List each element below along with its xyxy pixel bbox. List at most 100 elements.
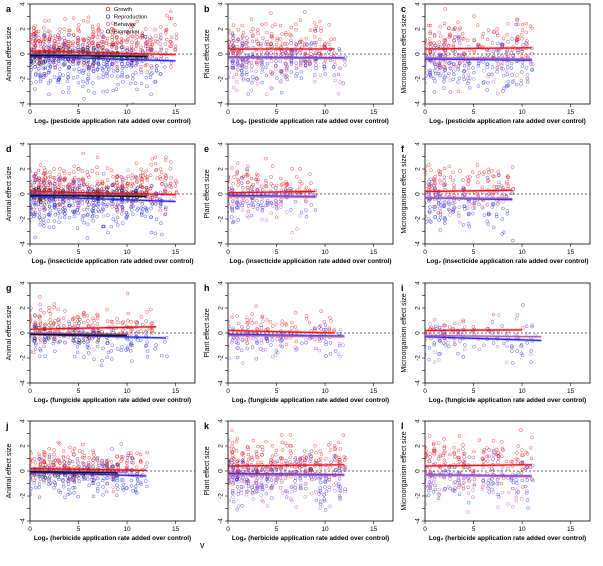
- panel-letter: c: [401, 4, 406, 14]
- x-tick-label: 15: [370, 109, 378, 116]
- y-tick-label: 2: [20, 167, 27, 171]
- x-tick-label: 0: [423, 109, 427, 116]
- y-tick-label: 2: [415, 306, 422, 310]
- y-tick-label: -4: [218, 241, 225, 247]
- y-tick-label: 0: [218, 331, 225, 335]
- x-axis-label: Log₂ (pesticide application rate added o…: [34, 118, 191, 125]
- y-axis-label: Animal effect size: [6, 306, 13, 361]
- x-tick-label: 0: [423, 249, 427, 256]
- x-tick-label: 15: [567, 109, 575, 116]
- x-axis-label: Log₂ (pesticide application rate added o…: [429, 118, 586, 125]
- panel-letter: d: [6, 144, 12, 154]
- y-tick-label: -4: [415, 241, 422, 247]
- x-axis-label: Log₂ (fungicide application rate added o…: [429, 397, 586, 404]
- y-tick-label: 4: [20, 419, 27, 423]
- y-tick-label: 4: [20, 2, 27, 6]
- y-axis-label: Animal effect size: [6, 167, 13, 222]
- y-tick-label: 0: [218, 192, 225, 196]
- y-tick-label: -4: [218, 380, 225, 386]
- y-tick-label: -2: [20, 355, 27, 361]
- x-tick-label: 0: [28, 526, 32, 533]
- y-tick-label: 2: [20, 306, 27, 310]
- y-axis-label: Plant effect size: [204, 169, 211, 218]
- y-tick-label: 4: [415, 2, 422, 6]
- y-tick-label: 2: [218, 27, 225, 31]
- y-tick-label: 2: [415, 167, 422, 171]
- x-tick-label: 0: [226, 109, 230, 116]
- y-axis-label: Plant effect size: [204, 308, 211, 357]
- x-tick-label: 5: [77, 388, 81, 395]
- x-axis-label: Log₂ (herbicide application rate added o…: [34, 535, 191, 542]
- fit-line: [425, 198, 512, 199]
- panel-letter: e: [204, 144, 209, 154]
- x-tick-label: 15: [172, 249, 180, 256]
- y-tick-label: 0: [415, 52, 422, 56]
- y-tick-label: -2: [20, 216, 27, 222]
- legend-label: Behavior: [114, 22, 136, 28]
- fit-line: [228, 197, 315, 198]
- y-tick-label: -2: [415, 216, 422, 222]
- y-tick-label: 4: [218, 281, 225, 285]
- x-tick-label: 10: [518, 249, 526, 256]
- x-tick-label: 5: [77, 526, 81, 533]
- panel-letter: h: [204, 283, 210, 293]
- y-tick-label: 2: [415, 27, 422, 31]
- x-tick-label: 5: [77, 249, 81, 256]
- x-tick-label: 0: [423, 388, 427, 395]
- y-tick-label: -2: [20, 76, 27, 82]
- x-tick-label: 10: [321, 388, 329, 395]
- x-tick-label: 0: [28, 388, 32, 395]
- y-tick-label: -2: [415, 76, 422, 82]
- y-tick-label: -2: [218, 76, 225, 82]
- x-axis-label: Log₂ (insecticide application rate added…: [32, 258, 194, 265]
- y-tick-label: 4: [415, 142, 422, 146]
- y-tick-label: 0: [415, 331, 422, 335]
- legend-label: Biomarker: [114, 30, 140, 36]
- y-tick-label: 4: [20, 281, 27, 285]
- x-tick-label: 0: [226, 249, 230, 256]
- y-tick-label: -4: [415, 380, 422, 386]
- y-tick-label: -4: [20, 241, 27, 247]
- y-tick-label: 0: [218, 52, 225, 56]
- y-tick-label: -4: [415, 101, 422, 107]
- x-tick-label: 15: [172, 388, 180, 395]
- fit-line: [425, 330, 522, 331]
- x-axis-label: Log₂ (insecticide application rate added…: [230, 258, 392, 265]
- y-axis-label: Animal effect size: [6, 27, 13, 82]
- x-tick-label: 0: [28, 249, 32, 256]
- y-axis-label: Animal effect size: [6, 444, 13, 499]
- y-tick-label: 4: [20, 142, 27, 146]
- y-tick-label: 2: [20, 27, 27, 31]
- x-tick-label: 10: [518, 109, 526, 116]
- x-tick-label: 10: [123, 526, 131, 533]
- x-axis-label: Log₂ (pesticide application rate added o…: [232, 118, 389, 125]
- x-tick-label: 15: [567, 388, 575, 395]
- y-tick-label: -2: [218, 355, 225, 361]
- y-axis-label: Microorganism effect size: [401, 154, 408, 233]
- legend-label: Reproduction: [114, 15, 147, 21]
- x-tick-label: 5: [275, 249, 279, 256]
- x-tick-label: 10: [518, 388, 526, 395]
- x-tick-label: 5: [275, 388, 279, 395]
- y-tick-label: 0: [20, 192, 27, 196]
- x-axis-label: Log₂ (fungicide application rate added o…: [232, 397, 389, 404]
- y-tick-label: 0: [20, 469, 27, 473]
- x-tick-label: 15: [172, 526, 180, 533]
- y-tick-label: 0: [20, 52, 27, 56]
- x-axis-label: Log₂ (insecticide application rate added…: [427, 258, 589, 265]
- stray-mark: v: [200, 540, 205, 550]
- y-tick-label: -2: [20, 493, 27, 499]
- y-tick-label: 4: [415, 281, 422, 285]
- x-tick-label: 15: [567, 249, 575, 256]
- y-tick-label: -4: [218, 101, 225, 107]
- y-axis-label: Microorganism effect size: [401, 14, 408, 93]
- y-tick-label: 2: [20, 444, 27, 448]
- x-tick-label: 5: [275, 109, 279, 116]
- y-tick-label: 2: [218, 306, 225, 310]
- x-tick-label: 0: [226, 388, 230, 395]
- panel-letter: i: [401, 283, 404, 293]
- y-tick-label: -4: [20, 380, 27, 386]
- x-tick-label: 5: [472, 249, 476, 256]
- panel-letter: g: [6, 283, 12, 293]
